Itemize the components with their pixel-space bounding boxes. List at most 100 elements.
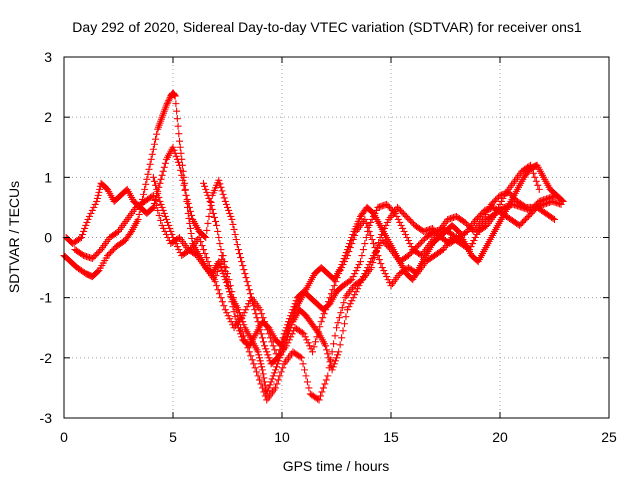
data-point-interp — [230, 308, 238, 316]
data-point — [234, 246, 242, 254]
data-point-interp — [217, 294, 225, 302]
data-point-interp — [78, 251, 86, 259]
data-point-interp — [415, 241, 423, 249]
data-point-interp — [336, 341, 344, 349]
data-point-interp — [88, 206, 96, 214]
data-point-interp — [396, 206, 404, 214]
x-tick-label: 0 — [60, 429, 68, 445]
data-point-interp — [335, 314, 343, 322]
data-point-interp — [347, 237, 355, 245]
data-point-interp — [279, 339, 287, 347]
data-point-interp — [263, 348, 271, 356]
data-point — [169, 234, 177, 241]
data-point-interp — [399, 224, 407, 232]
data-point-interp — [470, 237, 478, 245]
data-point — [551, 215, 558, 223]
data-point-interp — [492, 196, 500, 204]
data-point-interp — [94, 191, 102, 199]
data-point-interp — [108, 247, 116, 255]
axis-ticks: 0 5 10 15 20 25 -3 -2 -1 0 1 2 3 — [40, 49, 617, 445]
data-point-interp — [226, 209, 234, 217]
data-point-interp — [246, 290, 254, 298]
data-point-interp — [374, 252, 382, 260]
data-point-interp — [313, 333, 321, 341]
data-point-interp — [386, 203, 394, 211]
data-point-interp — [226, 315, 234, 323]
data-point-interp — [468, 240, 476, 248]
data-point-interp — [355, 261, 363, 269]
data-point — [206, 197, 214, 205]
data-point-interp — [183, 195, 191, 203]
data-point-interp — [170, 237, 178, 245]
series-track-b — [62, 143, 565, 368]
data-point-interp — [85, 212, 93, 220]
data-point-interp — [205, 262, 213, 270]
data-point-interp — [310, 343, 318, 351]
data-point-interp — [375, 239, 383, 247]
data-point-interp — [165, 95, 173, 103]
data-point — [77, 234, 85, 241]
data-point-interp — [173, 155, 181, 163]
data-point-interp — [245, 286, 253, 294]
data-point-interp — [289, 312, 297, 320]
data-point-interp — [395, 205, 403, 213]
data-point-interp — [235, 250, 243, 258]
data-point — [309, 348, 317, 356]
data-point — [88, 255, 96, 263]
x-tick-label: 25 — [601, 429, 617, 445]
data-point-interp — [91, 252, 99, 260]
data-point — [104, 252, 112, 260]
data-point-interp — [255, 376, 263, 384]
data-point-interp — [271, 366, 279, 374]
data-point-interp — [208, 270, 216, 278]
y-tick-label: 1 — [44, 169, 52, 185]
data-point-interp — [230, 225, 238, 233]
data-point-interp — [165, 221, 173, 229]
data-point-interp — [418, 238, 426, 246]
data-point-interp — [216, 180, 224, 188]
data-point-interp — [173, 115, 181, 123]
data-point — [176, 161, 184, 169]
data-point-interp — [327, 290, 335, 298]
data-point-interp — [165, 97, 173, 105]
data-point-interp — [158, 203, 166, 211]
data-point-interp — [433, 229, 441, 237]
data-point-interp — [331, 357, 339, 365]
data-point — [461, 218, 469, 226]
data-point-interp — [338, 304, 346, 312]
data-point-interp — [201, 232, 209, 240]
data-point-interp — [177, 166, 185, 174]
data-point-interp — [225, 206, 233, 214]
data-point-interp — [351, 270, 359, 278]
data-point-interp — [153, 185, 161, 193]
data-point-interp — [202, 185, 210, 193]
data-point-interp — [552, 190, 560, 198]
data-point — [176, 137, 184, 145]
data-point-interp — [393, 212, 401, 220]
data-point-interp — [473, 214, 481, 222]
data-point-interp — [281, 333, 289, 341]
data-point-interp — [208, 205, 216, 213]
data-point — [348, 276, 356, 284]
data-point-interp — [529, 208, 537, 216]
data-point-interp — [207, 201, 215, 209]
data-point-interp — [239, 262, 247, 270]
data-point-interp — [475, 212, 483, 220]
data-point-interp — [152, 135, 160, 143]
data-point-interp — [238, 258, 246, 266]
data-point-interp — [151, 196, 159, 204]
data-point-interp — [142, 180, 150, 188]
data-point-interp — [529, 169, 537, 177]
data-point-interp — [126, 229, 134, 237]
data-point-interp — [558, 196, 566, 204]
data-point — [516, 221, 524, 229]
data-point-interp — [266, 381, 274, 389]
data-point-interp — [200, 246, 208, 254]
data-point-interp — [204, 191, 212, 199]
data-points — [60, 89, 567, 404]
data-point-interp — [330, 282, 338, 290]
data-point-interp — [176, 143, 184, 151]
data-point-interp — [274, 376, 282, 384]
data-point-interp — [178, 171, 186, 179]
data-point-interp — [530, 206, 538, 214]
